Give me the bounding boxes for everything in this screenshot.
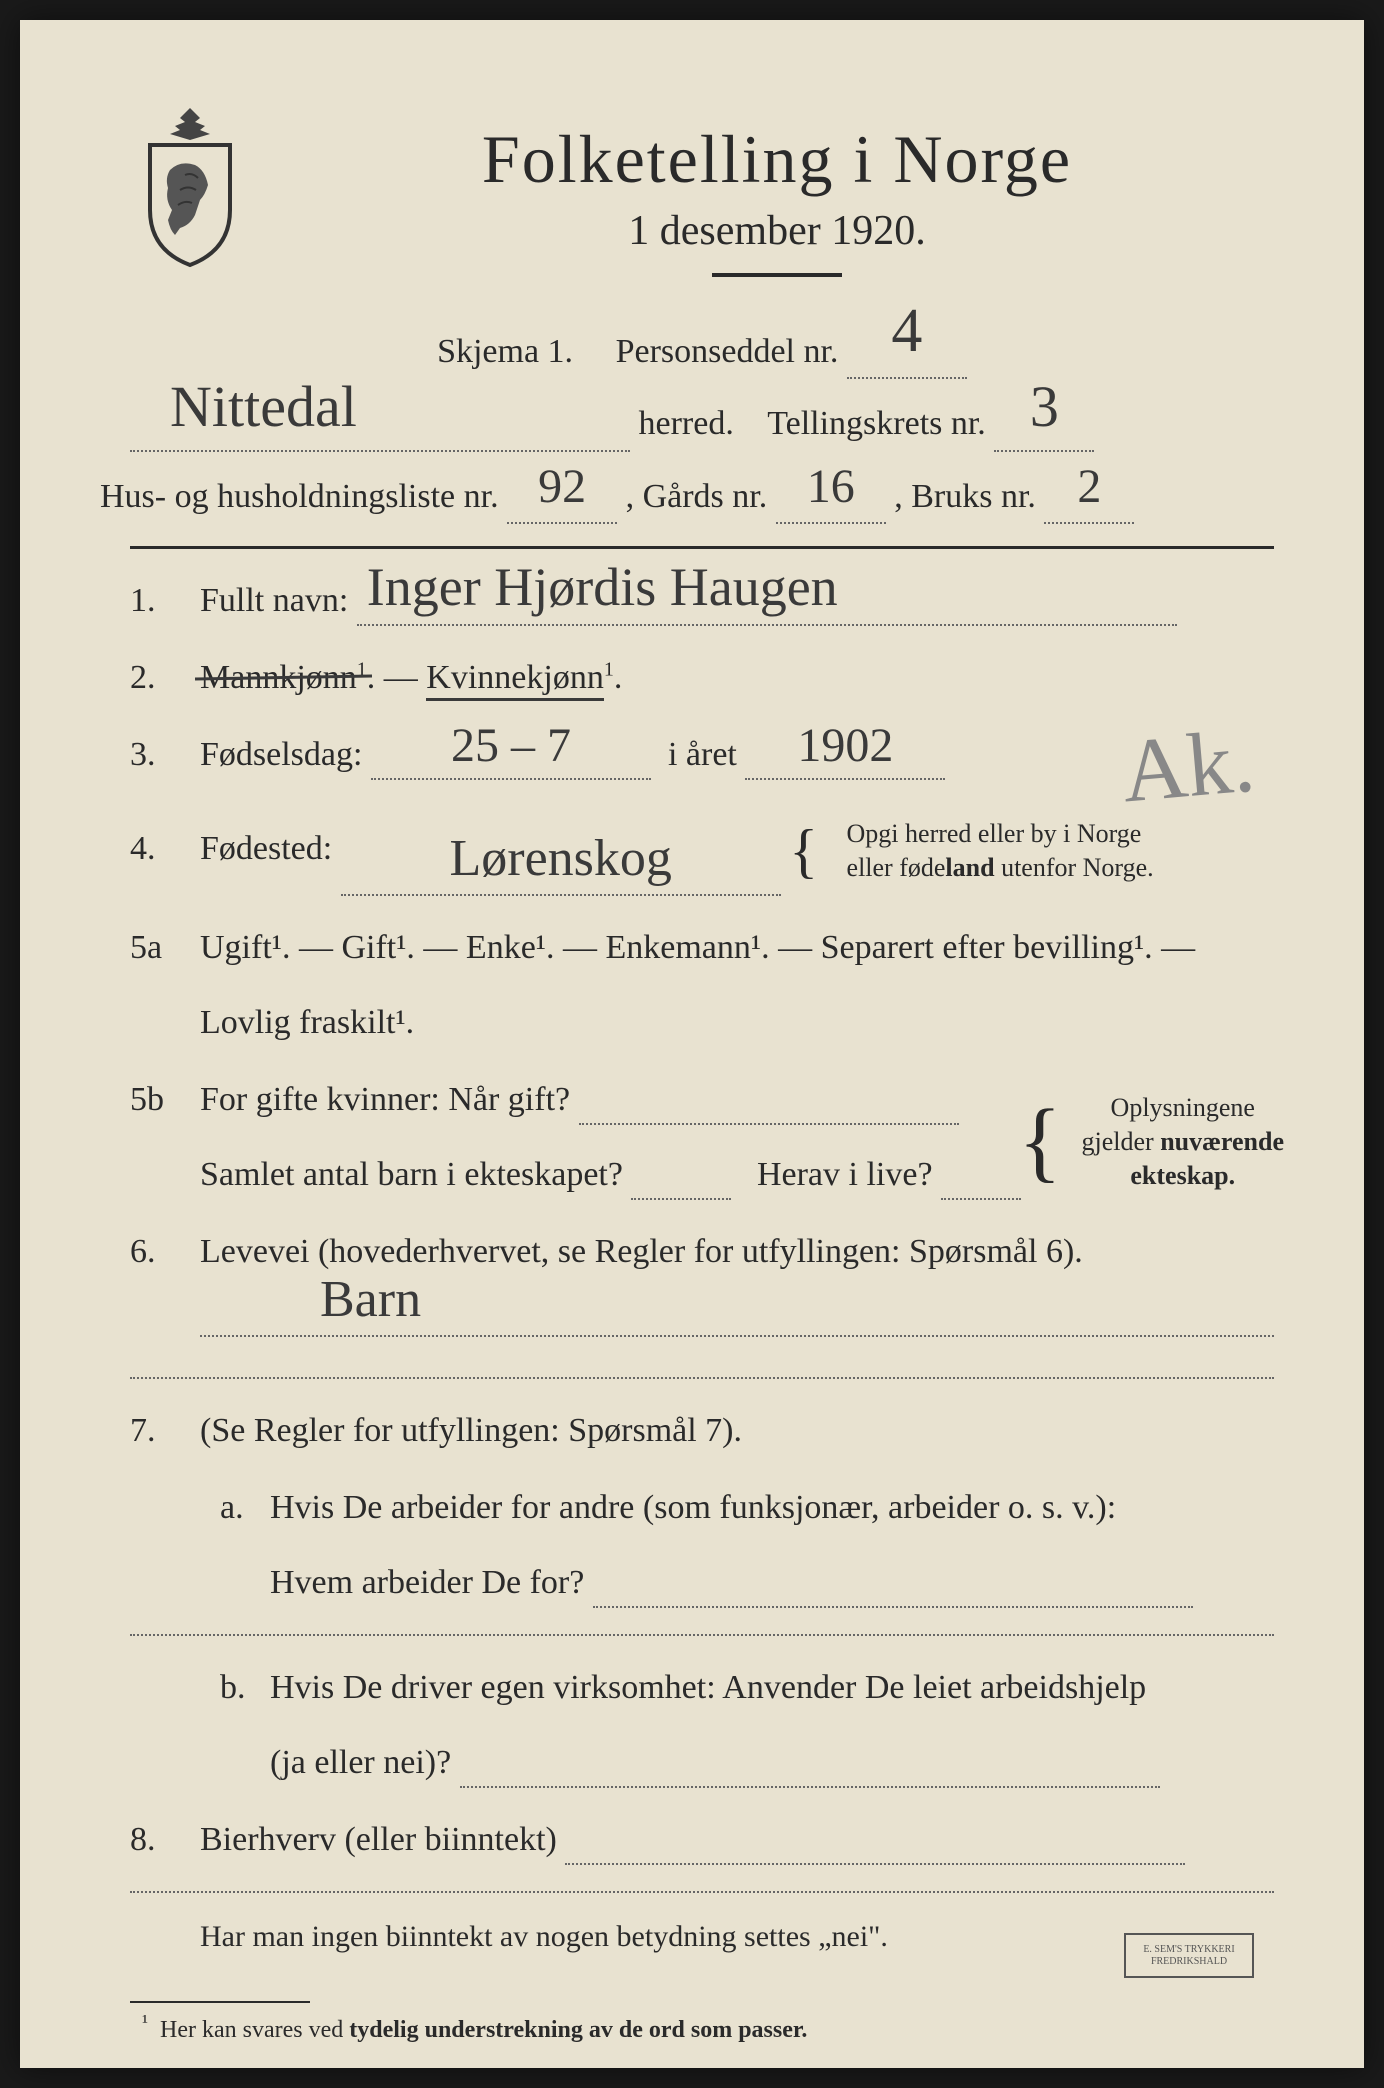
q5b-num: 5b: [130, 1074, 200, 1125]
q2-num: 2.: [130, 652, 200, 703]
q7a-row: a. Hvis De arbeider for andre (som funks…: [130, 1482, 1274, 1608]
q4-note: Opgi herred eller by i Norge eller fødel…: [827, 817, 1154, 885]
form-content: Folketelling i Norge 1 desember 1920. Sk…: [130, 100, 1274, 2008]
q5b-label3: Herav i live?: [757, 1156, 933, 1193]
q7b-text2: (ja eller nei)?: [270, 1744, 451, 1781]
brace-icon: {: [789, 806, 818, 896]
q3-year-label: i året: [668, 736, 737, 773]
brace-icon: {: [1018, 1074, 1061, 1209]
q8-row: 8. Bierhverv (eller biinntekt): [130, 1814, 1274, 1865]
printer-stamp: E. SEM'S TRYKKERI FREDRIKSHALD: [1124, 1933, 1254, 1978]
q7a-text1: Hvis De arbeider for andre (som funksjon…: [270, 1482, 1274, 1533]
dotted-divider: [130, 1377, 1274, 1379]
footnote-rule: [130, 2001, 310, 2003]
q5a-row: 5a Ugift¹. — Gift¹. — Enke¹. — Enkemann¹…: [130, 922, 1274, 1048]
q1-row: 1. Fullt navn: Inger Hjørdis Haugen: [130, 575, 1274, 626]
q3-row: 3. Fødselsdag: 25 – 7 i året 1902 Ak.: [130, 729, 1274, 780]
q5b-label1: For gifte kvinner: Når gift?: [200, 1081, 570, 1118]
q6-row: 6. Levevei (hovederhvervet, se Regler fo…: [130, 1226, 1274, 1337]
q7-row: 7. (Se Regler for utfyllingen: Spørsmål …: [130, 1405, 1274, 1456]
q7a-num: a.: [200, 1482, 270, 1533]
q2-row: 2. Mannkjønn1. — Kvinnekjønn1.: [130, 652, 1274, 703]
q8-label: Bierhverv (eller biinntekt): [200, 1821, 557, 1858]
dotted-divider: [130, 1891, 1274, 1893]
tellingskrets-label: Tellingskrets nr.: [767, 405, 986, 442]
q5b-label2: Samlet antal barn i ekteskapet?: [200, 1156, 623, 1193]
district-line: Nittedal herred. Tellingskrets nr. 3: [130, 397, 1274, 451]
q1-num: 1.: [130, 575, 200, 626]
bruks-value: 2: [1044, 449, 1134, 526]
subtitle-date: 1 desember 1920.: [280, 207, 1274, 255]
q3-num: 3.: [130, 729, 200, 780]
q7b-text1: Hvis De driver egen virksomhet: Anvender…: [270, 1662, 1274, 1713]
main-title: Folketelling i Norge: [280, 120, 1274, 199]
q7b-num: b.: [200, 1662, 270, 1713]
title-divider: [712, 273, 842, 277]
household-line: Hus- og husholdningsliste nr. 92 , Gårds…: [100, 470, 1274, 524]
tellingskrets-value: 3: [994, 361, 1094, 454]
q4-label: Fødested:: [200, 830, 332, 867]
q3-year-value: 1902: [745, 710, 945, 782]
q5b-note: Oplysningene gjelder nuværende ekteskap.: [1062, 1091, 1284, 1192]
q7a-text2: Hvem arbeider De for?: [270, 1564, 584, 1601]
q4-value: Lørenskog: [341, 820, 781, 898]
q3-day-value: 25 – 7: [371, 710, 651, 782]
q6-num: 6.: [130, 1226, 200, 1277]
personseddel-value: 4: [847, 282, 967, 381]
coat-of-arms-icon: [130, 100, 250, 270]
q8-num: 8.: [130, 1814, 200, 1865]
q7-label: (Se Regler for utfyllingen: Spørsmål 7).: [200, 1405, 1274, 1456]
q4-num: 4.: [130, 823, 200, 874]
q1-value: Inger Hjørdis Haugen: [357, 547, 1177, 628]
census-form-page: Folketelling i Norge 1 desember 1920. Sk…: [20, 20, 1364, 2068]
hushold-value: 92: [507, 449, 617, 526]
q3-label: Fødselsdag:: [200, 736, 362, 773]
gards-label: , Gårds nr.: [626, 478, 768, 515]
header: Folketelling i Norge 1 desember 1920.: [130, 100, 1274, 307]
q6-value: Barn: [200, 1261, 1274, 1339]
q1-label: Fullt navn:: [200, 582, 348, 619]
q7b-row: b. Hvis De driver egen virksomhet: Anven…: [130, 1662, 1274, 1788]
personseddel-label: Personseddel nr.: [616, 333, 839, 370]
q2-female: Kvinnekjønn: [426, 659, 604, 696]
q5a-text2: Lovlig fraskilt¹.: [200, 997, 1274, 1048]
herred-value: Nittedal: [130, 361, 630, 454]
q7-num: 7.: [130, 1405, 200, 1456]
herred-label: herred.: [639, 405, 734, 442]
hushold-label: Hus- og husholdningsliste nr.: [100, 478, 499, 515]
bottom-note: Har man ingen biinntekt av nogen betydni…: [130, 1913, 1274, 1961]
title-block: Folketelling i Norge 1 desember 1920.: [280, 100, 1274, 307]
q2-male: Mannkjønn: [200, 659, 357, 696]
bruks-label: , Bruks nr.: [894, 478, 1036, 515]
dotted-divider: [130, 1634, 1274, 1636]
q5a-text: Ugift¹. — Gift¹. — Enke¹. — Enkemann¹. —…: [200, 922, 1274, 973]
footnote: ¹ Her kan svares ved tydelig understrekn…: [130, 2011, 1274, 2044]
q4-row: 4. Fødested: Lørenskog { Opgi herred ell…: [130, 806, 1274, 896]
gards-value: 16: [776, 449, 886, 526]
q5b-row: 5b For gifte kvinner: Når gift? Samlet a…: [130, 1074, 1274, 1200]
q5a-num: 5a: [130, 922, 200, 973]
